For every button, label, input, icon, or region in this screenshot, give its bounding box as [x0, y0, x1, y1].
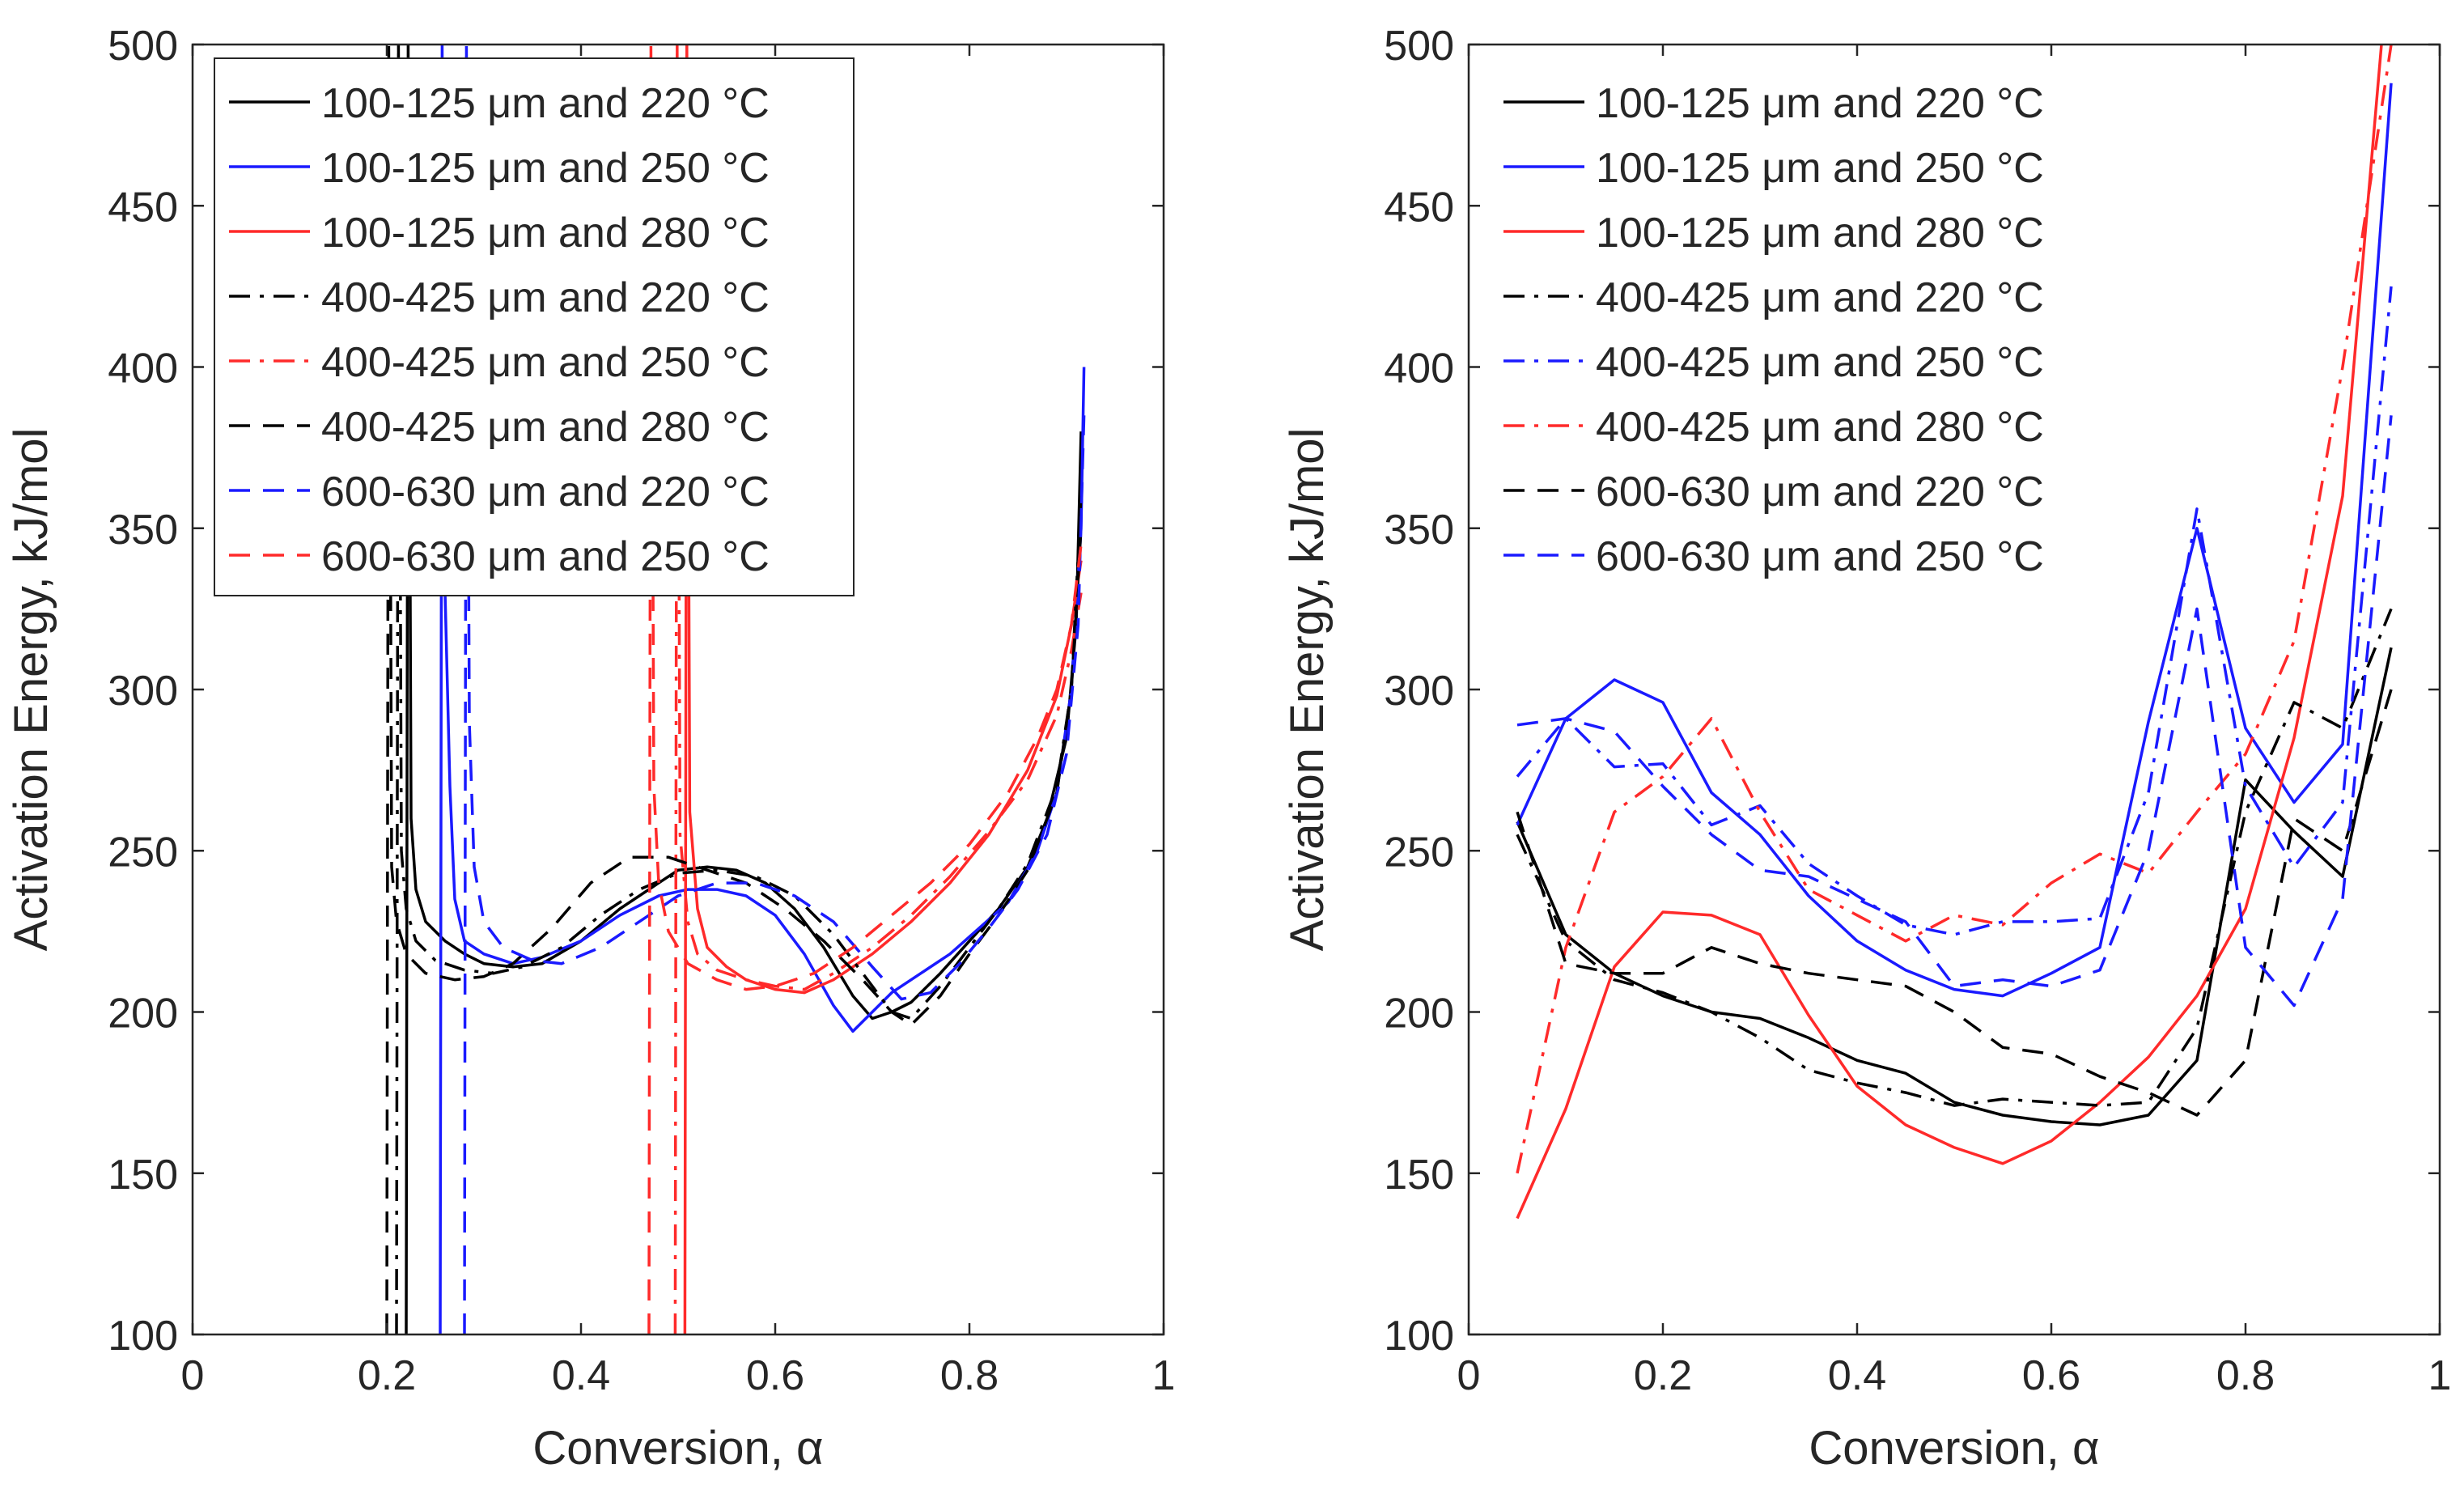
- legend-label: 600-630 μm and 250 °C: [1596, 533, 2044, 580]
- y-tick-label: 350: [1384, 507, 1454, 554]
- y-tick-label: 350: [108, 507, 178, 554]
- y-tick-label: 250: [1384, 829, 1454, 876]
- legend-label: 600-630 μm and 220 °C: [321, 469, 770, 516]
- right-chart-panel: 0 0.2 0.4 0.6 0.8 1 100 150 200 250 300 350 400 450 50…: [1281, 23, 2451, 1474]
- y-tick-label: 300: [1384, 668, 1454, 715]
- legend: 100-125 μm and 220 °C 100-125 μm and 250 …: [1489, 58, 2128, 596]
- series-line-8: [647, 45, 1083, 1334]
- series-group: [385, 45, 1086, 1334]
- series-line-4: [1516, 608, 2393, 1107]
- series-line-5: [673, 45, 1083, 1334]
- y-axis-label: Activation Energy, kJ/mol: [5, 428, 57, 952]
- y-tick-label: 200: [108, 991, 178, 1037]
- x-tick-label: 0: [181, 1352, 205, 1399]
- legend-label: 100-125 μm and 280 °C: [321, 210, 770, 257]
- x-tick-label: 0.8: [2216, 1352, 2275, 1399]
- series-line-7: [463, 45, 1086, 1334]
- series-line-7: [1516, 689, 2393, 1117]
- series-line-4: [395, 45, 1083, 1334]
- legend: 100-125 μm and 220 °C 100-125 μm and 250 …: [214, 57, 855, 596]
- y-tick-label: 450: [108, 184, 178, 231]
- series-line-1: [1516, 647, 2393, 1126]
- legend-label: 100-125 μm and 220 °C: [321, 80, 770, 127]
- x-tick-label: 0.2: [1634, 1352, 1692, 1399]
- legend-label: 400-425 μm and 250 °C: [321, 339, 770, 386]
- x-tick-label: 1: [1152, 1352, 1176, 1399]
- series-line-5: [1516, 286, 2393, 936]
- series-line-1: [405, 45, 1083, 1334]
- y-tick-label: 150: [108, 1152, 178, 1199]
- legend-label: 600-630 μm and 250 °C: [321, 533, 770, 580]
- y-tick-label: 450: [1384, 184, 1454, 231]
- legend-label: 400-425 μm and 280 °C: [321, 404, 770, 451]
- x-axis-label: Conversion, α: [532, 1422, 823, 1474]
- x-tick-label: 0.6: [2022, 1352, 2080, 1399]
- series-line-8: [1516, 415, 2393, 1008]
- series-line-6: [1516, 45, 2393, 1174]
- y-tick-label: 500: [108, 23, 178, 70]
- x-tick-label: 0.8: [940, 1352, 999, 1399]
- legend-label: 100-125 μm and 280 °C: [1596, 210, 2044, 257]
- left-chart-panel: 0 0.2 0.4 0.6 0.8 1 100 150 200 250 300 350 400 450 50…: [5, 23, 1175, 1474]
- series-group: [1516, 45, 2393, 1220]
- legend-label: 100-125 μm and 250 °C: [321, 145, 770, 192]
- y-tick-label: 150: [1384, 1152, 1454, 1199]
- legend-label: 600-630 μm and 220 °C: [1596, 469, 2044, 516]
- x-tick-label: 0.4: [552, 1352, 610, 1399]
- legend-label: 100-125 μm and 250 °C: [1596, 145, 2044, 192]
- y-tick-label: 200: [1384, 991, 1454, 1037]
- x-tick-label: 1: [2428, 1352, 2452, 1399]
- legend-label: 100-125 μm and 220 °C: [1596, 80, 2044, 127]
- y-tick-label: 100: [108, 1313, 178, 1360]
- y-tick-label: 300: [108, 668, 178, 715]
- series-line-3: [683, 45, 1083, 1334]
- x-axis-label: Conversion, α: [1809, 1422, 2099, 1474]
- legend-label: 400-425 μm and 220 °C: [321, 274, 770, 321]
- x-tick-label: 0.2: [358, 1352, 416, 1399]
- x-tick-label: 0.4: [1828, 1352, 1886, 1399]
- y-tick-label: 250: [108, 829, 178, 876]
- y-tick-label: 400: [108, 346, 178, 392]
- series-line-6: [385, 45, 1083, 1334]
- x-tick-label: 0: [1457, 1352, 1481, 1399]
- series-line-2: [1516, 83, 2393, 998]
- legend-label: 400-425 μm and 220 °C: [1596, 274, 2044, 321]
- series-line-3: [1516, 45, 2383, 1220]
- legend-label: 400-425 μm and 280 °C: [1596, 404, 2044, 451]
- legend-label: 400-425 μm and 250 °C: [1596, 339, 2044, 386]
- x-tick-label: 0.6: [746, 1352, 804, 1399]
- legend-box: [1489, 58, 2128, 596]
- y-axis-label: Activation Energy, kJ/mol: [1281, 428, 1334, 952]
- y-tick-label: 400: [1384, 346, 1454, 392]
- legend-box: [214, 57, 855, 596]
- y-tick-label: 100: [1384, 1313, 1454, 1360]
- y-tick-label: 500: [1384, 23, 1454, 70]
